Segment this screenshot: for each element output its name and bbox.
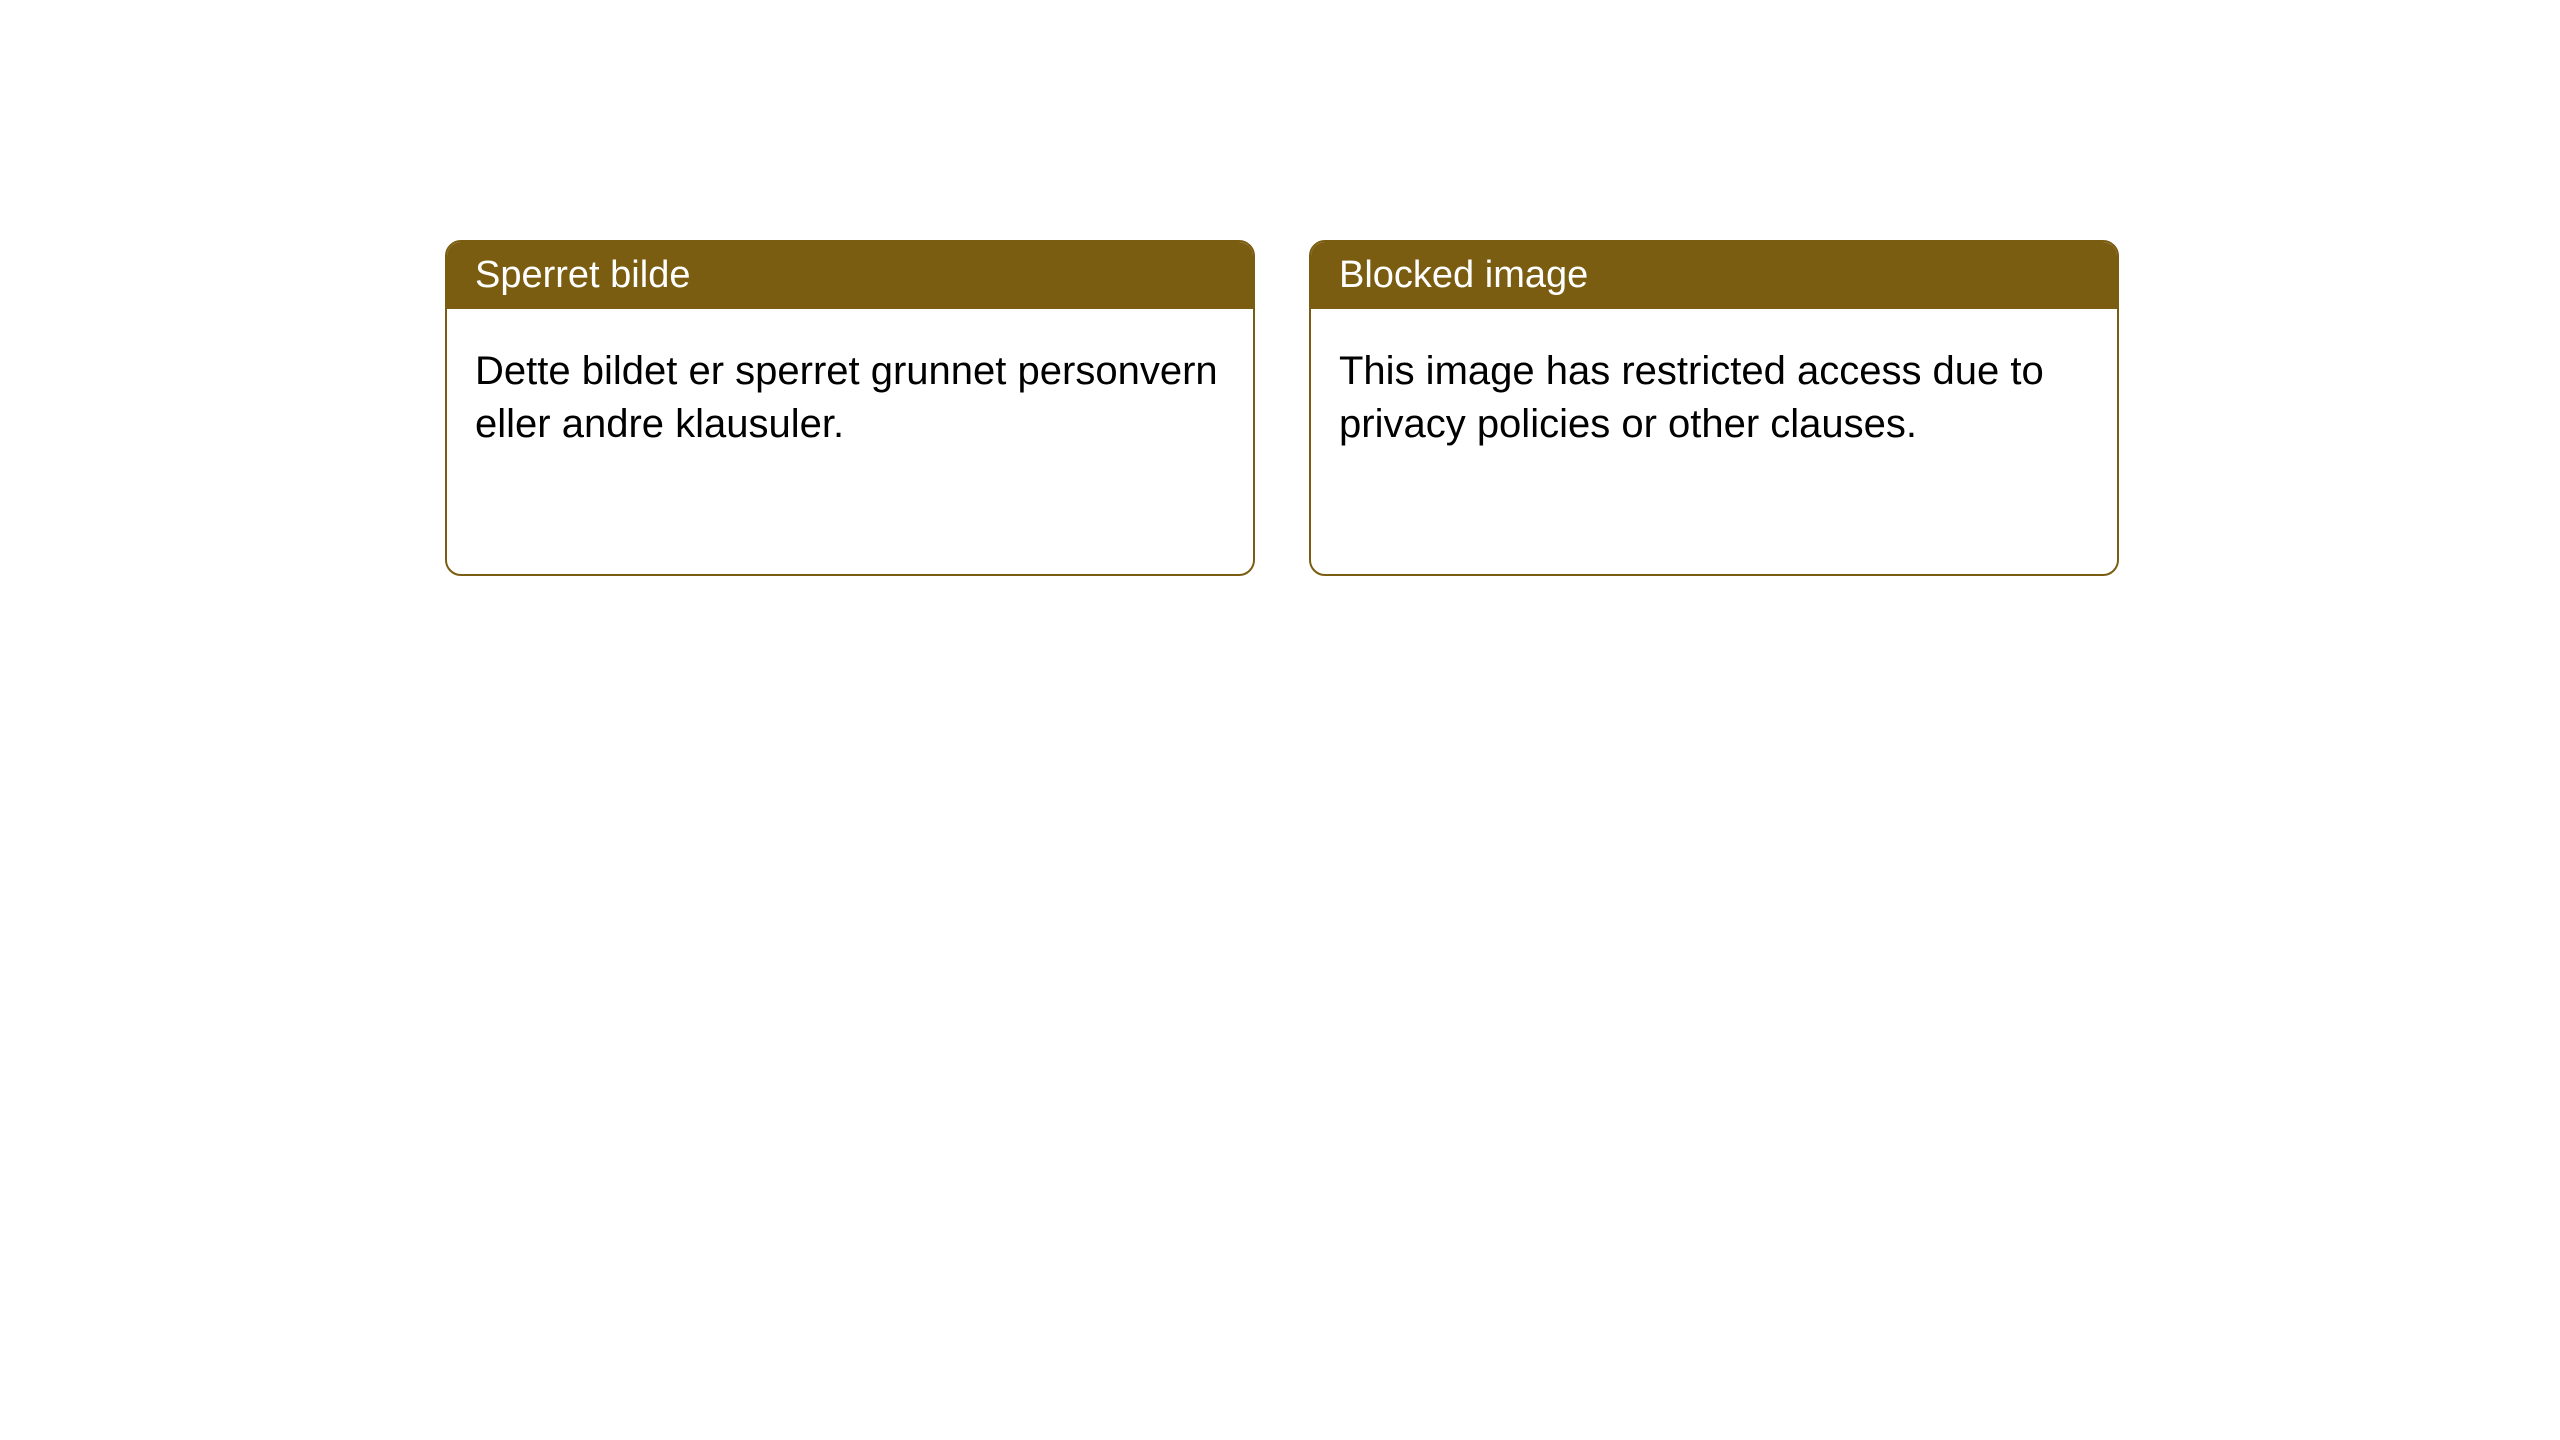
notice-body: This image has restricted access due to … [1311,309,2117,487]
notice-header: Blocked image [1311,242,2117,309]
notice-card-norwegian: Sperret bilde Dette bildet er sperret gr… [445,240,1255,576]
notice-title: Sperret bilde [475,254,690,296]
notice-card-english: Blocked image This image has restricted … [1309,240,2119,576]
notice-body: Dette bildet er sperret grunnet personve… [447,309,1253,487]
notice-title: Blocked image [1339,254,1588,296]
notice-body-text: This image has restricted access due to … [1339,349,2044,446]
notice-container: Sperret bilde Dette bildet er sperret gr… [445,240,2119,576]
notice-header: Sperret bilde [447,242,1253,309]
notice-body-text: Dette bildet er sperret grunnet personve… [475,349,1218,446]
